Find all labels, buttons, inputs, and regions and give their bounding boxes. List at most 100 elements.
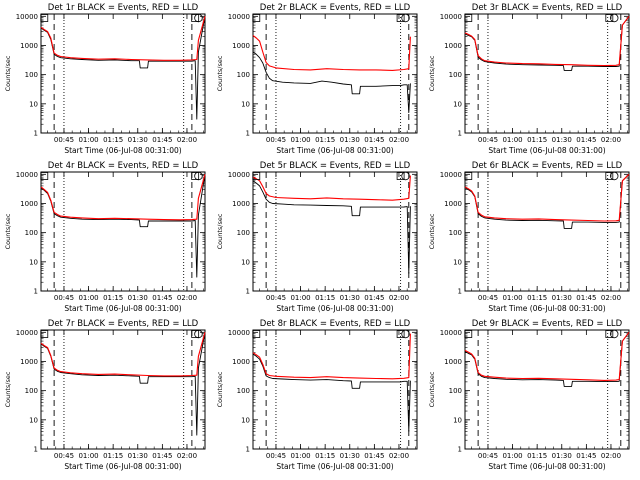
panel-4-square-marker [191, 172, 200, 180]
panel-5: Det 5r BLACK = Events, RED = LLD Counts/s… [216, 161, 418, 313]
panel-8-ylabel: Counts/sec [216, 371, 224, 407]
panel-2-xlabel: Start Time (06-Jul-08 00:31:00) [276, 146, 393, 155]
panel-2-square-marker [252, 14, 261, 22]
panel-5-square-marker [252, 172, 261, 180]
panel-4-square-marker [40, 172, 49, 180]
panel-2-ytick-label: 100 [237, 71, 250, 79]
panel-8-xtick-label: 00:45 [266, 452, 286, 460]
panel-1-ytick-label: 10 [29, 100, 38, 108]
panel-8-ytick-label: 10 [241, 416, 250, 424]
panel-2-title: Det 2r BLACK = Events, RED = LLD [260, 3, 411, 13]
panel-6-xtick-label: 01:45 [576, 294, 596, 302]
panel-8-xtick-label: 01:15 [315, 452, 335, 460]
panel-5-frame [252, 171, 418, 292]
panel-7-square-marker [40, 330, 49, 338]
panel-1-xtick-label: 01:30 [128, 136, 148, 144]
panel-8-circle-marker [401, 329, 410, 339]
panel-8-xtick-label: 01:45 [364, 452, 384, 460]
panel-8-square-marker [396, 330, 405, 338]
panel-5-lld-line [252, 175, 411, 201]
panel-7-ytick-label: 10 [29, 416, 38, 424]
panel-5-xtick-label: 00:45 [266, 294, 286, 302]
panel-5-ytick-label: 10 [241, 258, 250, 266]
panel-7-circle-marker [194, 329, 203, 339]
panel-6-ytick-label: 1000 [444, 200, 462, 208]
panel-1-ytick-label: 100 [25, 71, 38, 79]
panel-5-xlabel: Start Time (06-Jul-08 00:31:00) [276, 304, 393, 313]
panel-1-frame [40, 13, 206, 134]
panel-1-square-marker [40, 14, 49, 22]
panel-4-xtick-label: 01:45 [152, 294, 172, 302]
panel-4-ytick-label: 1 [34, 288, 38, 296]
panel-2: Det 2r BLACK = Events, RED = LLD Counts/s… [216, 3, 418, 155]
panel-4-ytick-label: 10 [29, 258, 38, 266]
panel-4-ytick-label: 100 [25, 229, 38, 237]
panel-8-ytick-label: 10000 [228, 329, 250, 337]
panel-3-events-line [464, 16, 630, 71]
panel-5-title: Det 5r BLACK = Events, RED = LLD [260, 161, 411, 171]
panel-4-ytick-label: 1000 [20, 200, 38, 208]
panel-3-ylabel: Counts/sec [428, 55, 436, 91]
panel-8: Det 8r BLACK = Events, RED = LLD Counts/s… [216, 319, 418, 471]
panel-3-frame [464, 13, 630, 134]
panel-2-square-marker [396, 14, 405, 22]
panel-2-events-line [252, 51, 411, 114]
panel-8-xtick-label: 01:00 [290, 452, 310, 460]
panel-7-ytick-label: 100 [25, 387, 38, 395]
panel-9: Det 9r BLACK = Events, RED = LLD Counts/s… [428, 319, 630, 471]
panel-4-frame [40, 171, 206, 292]
panel-2-xtick-label: 01:45 [364, 136, 384, 144]
panel-8-lld-line [252, 333, 411, 380]
panel-4-ytick-label: 10000 [16, 171, 38, 179]
panel-3-ytick-label: 1000 [444, 42, 462, 50]
panel-2-xtick-label: 02:00 [389, 136, 409, 144]
panel-7-square-marker [191, 330, 200, 338]
panel-4-events-line [40, 174, 206, 278]
panel-9-ytick-label: 10 [453, 416, 462, 424]
panel-6-ytick-label: 100 [449, 229, 462, 237]
panel-9-ytick-label: 1000 [444, 358, 462, 366]
panel-6-square-marker [464, 172, 473, 180]
panel-3-xtick-label: 01:15 [527, 136, 547, 144]
panel-4-xlabel: Start Time (06-Jul-08 00:31:00) [64, 304, 181, 313]
panel-5-square-marker [396, 172, 405, 180]
panel-7-xtick-label: 01:45 [152, 452, 172, 460]
panel-6-xtick-label: 01:30 [552, 294, 572, 302]
panel-8-ytick-label: 1 [246, 446, 250, 454]
panel-2-xtick-label: 01:15 [315, 136, 335, 144]
panel-3: Det 3r BLACK = Events, RED = LLD Counts/s… [428, 3, 630, 155]
panel-3-ytick-label: 100 [449, 71, 462, 79]
panel-6-xlabel: Start Time (06-Jul-08 00:31:00) [488, 304, 605, 313]
panel-8-xlabel: Start Time (06-Jul-08 00:31:00) [276, 462, 393, 471]
panel-5-ytick-label: 100 [237, 229, 250, 237]
panel-5-xtick-label: 02:00 [389, 294, 409, 302]
panel-4-xtick-label: 02:00 [177, 294, 197, 302]
panel-7-frame [40, 329, 206, 450]
panel-4-xtick-label: 01:30 [128, 294, 148, 302]
panel-2-xtick-label: 01:30 [340, 136, 360, 144]
panel-3-xtick-label: 01:30 [552, 136, 572, 144]
panel-7-ytick-label: 1000 [20, 358, 38, 366]
panel-6-ytick-label: 10 [453, 258, 462, 266]
panel-9-lld-line [464, 331, 630, 381]
panel-3-ytick-label: 1 [458, 130, 462, 138]
panel-1-xtick-label: 00:45 [54, 136, 74, 144]
panel-6-xtick-label: 02:00 [601, 294, 621, 302]
panel-2-xtick-label: 01:00 [290, 136, 310, 144]
panel-4: Det 4r BLACK = Events, RED = LLD Counts/s… [4, 161, 206, 313]
panel-6-lld-line [464, 173, 630, 222]
panel-3-xtick-label: 02:00 [601, 136, 621, 144]
panel-9-square-marker [605, 330, 614, 338]
panel-8-xtick-label: 02:00 [389, 452, 409, 460]
panel-2-ylabel: Counts/sec [216, 55, 224, 91]
panel-3-circle-marker [610, 13, 619, 23]
panel-1-events-line [40, 16, 206, 120]
panel-9-xtick-label: 02:00 [601, 452, 621, 460]
panel-3-xtick-label: 01:45 [576, 136, 596, 144]
panel-4-xtick-label: 00:45 [54, 294, 74, 302]
panel-1-xlabel: Start Time (06-Jul-08 00:31:00) [64, 146, 181, 155]
panel-9-xtick-label: 01:15 [527, 452, 547, 460]
panel-6-events-line [464, 173, 630, 229]
panel-6: Det 6r BLACK = Events, RED = LLD Counts/s… [428, 161, 630, 313]
